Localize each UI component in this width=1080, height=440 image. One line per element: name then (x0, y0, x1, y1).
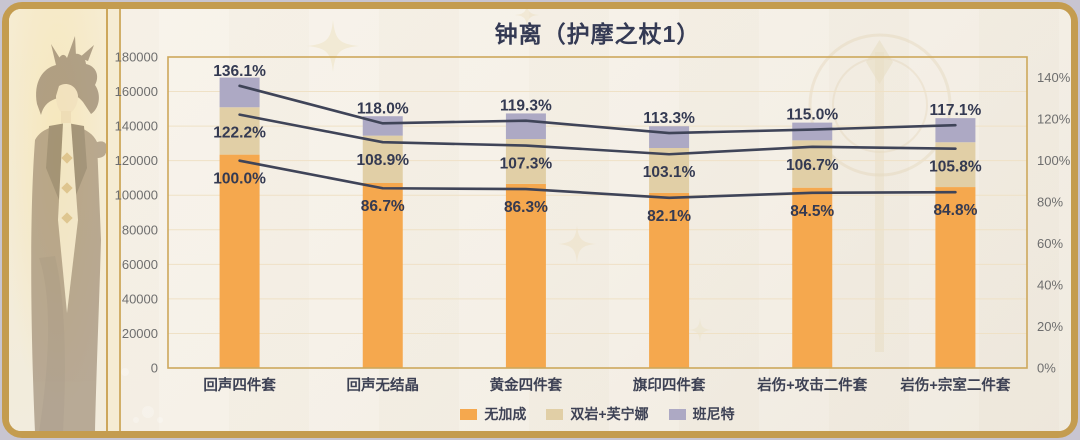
left-axis-tick: 0 (151, 361, 158, 376)
percent-label: 122.2% (213, 125, 266, 142)
category-label: 岩伤+宗室二件套 (899, 376, 1010, 394)
left-axis-tick: 120000 (115, 153, 158, 168)
category-label: 黄金四件套 (490, 376, 563, 394)
legend-item-no-buff: 无加成 (460, 404, 526, 424)
bar-segment (935, 118, 976, 143)
percent-label: 86.3% (504, 199, 548, 216)
page-title: 钟离（护摩之杖1） (494, 21, 701, 47)
percent-label: 136.1% (213, 63, 266, 80)
category-label: 旗印四件套 (633, 376, 706, 394)
category-labels: 回声四件套 回声无结晶 黄金四件套 旗印四件套 岩伤+攻击二件套 岩伤+宗室二件套 (203, 376, 1011, 394)
percent-label: 82.1% (647, 208, 691, 225)
left-axis-tick: 20000 (122, 326, 158, 341)
plot-border (167, 56, 1028, 369)
legend-swatch-geo-furina (546, 408, 564, 420)
legend-swatch-no-buff (460, 408, 478, 420)
left-axis-tick: 60000 (122, 257, 158, 272)
percent-lines (238, 84, 957, 200)
legend-item-bennett: 班尼特 (668, 404, 735, 424)
legend-swatch-bennett (668, 408, 686, 420)
bar-segment (505, 113, 546, 140)
bar-segment (649, 192, 690, 368)
left-axis-tick: 180000 (115, 50, 158, 65)
gold-divider-line (119, 9, 121, 431)
percent-label: 84.5% (790, 203, 834, 220)
emblem-art (121, 9, 952, 423)
percent-label: 105.8% (929, 159, 982, 176)
right-axis-ticks: 0% 20% 40% 60% 80% 100% 120% 140% (1037, 70, 1071, 375)
percent-label: 100.0% (213, 171, 266, 188)
bar-segment (792, 122, 833, 141)
left-axis-tick: 40000 (122, 291, 158, 306)
bars (219, 77, 976, 368)
legend-label-bennett: 班尼特 (692, 406, 735, 422)
percent-label: 103.1% (643, 164, 696, 181)
bar-segment (792, 187, 833, 368)
damage-chart: 100.0% 86.7% 86.3% 82.1% 84.5% 84.8% 122.2% 108… (115, 50, 1071, 395)
legend-label-no-buff: 无加成 (484, 406, 527, 422)
percent-label: 106.7% (786, 157, 839, 174)
left-axis-tick: 100000 (115, 188, 158, 203)
right-axis-tick: 40% (1037, 278, 1063, 293)
bar-segment (935, 187, 976, 368)
percent-label: 119.3% (500, 98, 552, 115)
percent-labels: 100.0% 86.7% 86.3% 82.1% 84.5% 84.8% 122.2% 108… (213, 63, 982, 225)
right-axis-tick: 120% (1037, 112, 1071, 127)
bar-segment (505, 183, 546, 368)
right-axis-tick: 100% (1037, 153, 1071, 168)
percent-label: 117.1% (930, 102, 982, 119)
bar-segment (219, 77, 260, 108)
background-art (121, 9, 952, 423)
trend-line (238, 113, 957, 156)
right-axis-tick: 140% (1037, 70, 1071, 85)
right-axis-tick: 20% (1037, 319, 1063, 334)
chart-legend: 无加成 双岩+芙宁娜 班尼特 (168, 404, 1027, 424)
bar-segment (649, 126, 690, 149)
percent-label: 107.3% (500, 156, 553, 173)
grid-lines (168, 91, 1027, 334)
character-art (9, 9, 106, 431)
percent-label: 113.3% (643, 110, 695, 127)
legend-item-geo-furina: 双岩+芙宁娜 (546, 404, 649, 424)
right-axis-tick: 80% (1037, 195, 1063, 210)
category-label: 岩伤+攻击二件套 (756, 376, 867, 394)
percent-label: 86.7% (361, 198, 405, 215)
right-axis-tick: 60% (1037, 236, 1063, 251)
left-axis-tick: 80000 (122, 222, 158, 237)
character-panel (9, 9, 108, 431)
gold-divider-band (108, 9, 119, 431)
bar-segment (362, 182, 403, 368)
category-label: 回声四件套 (203, 376, 276, 394)
percent-label: 108.9% (356, 152, 409, 169)
left-axis-ticks: 0 20000 40000 60000 80000 100000 120000 140000 1… (115, 50, 158, 376)
sparkle-art (121, 368, 163, 423)
bar-segment (219, 154, 260, 368)
percent-label: 118.0% (357, 100, 409, 117)
legend-label-geo-furina: 双岩+芙宁娜 (570, 406, 649, 422)
category-label: 回声无结晶 (347, 376, 420, 394)
trend-line (238, 84, 957, 135)
percent-label: 115.0% (786, 107, 838, 124)
percent-label: 84.8% (933, 202, 977, 219)
trend-line (238, 159, 957, 200)
left-axis-tick: 160000 (115, 84, 158, 99)
chart-card-inner: 钟离（护摩之杖1） 100.0% 86.7% 86.3% 82.1% 84.5% 84.8… (9, 9, 1071, 431)
left-axis-tick: 140000 (115, 119, 158, 134)
right-axis-tick: 0% (1037, 361, 1056, 376)
